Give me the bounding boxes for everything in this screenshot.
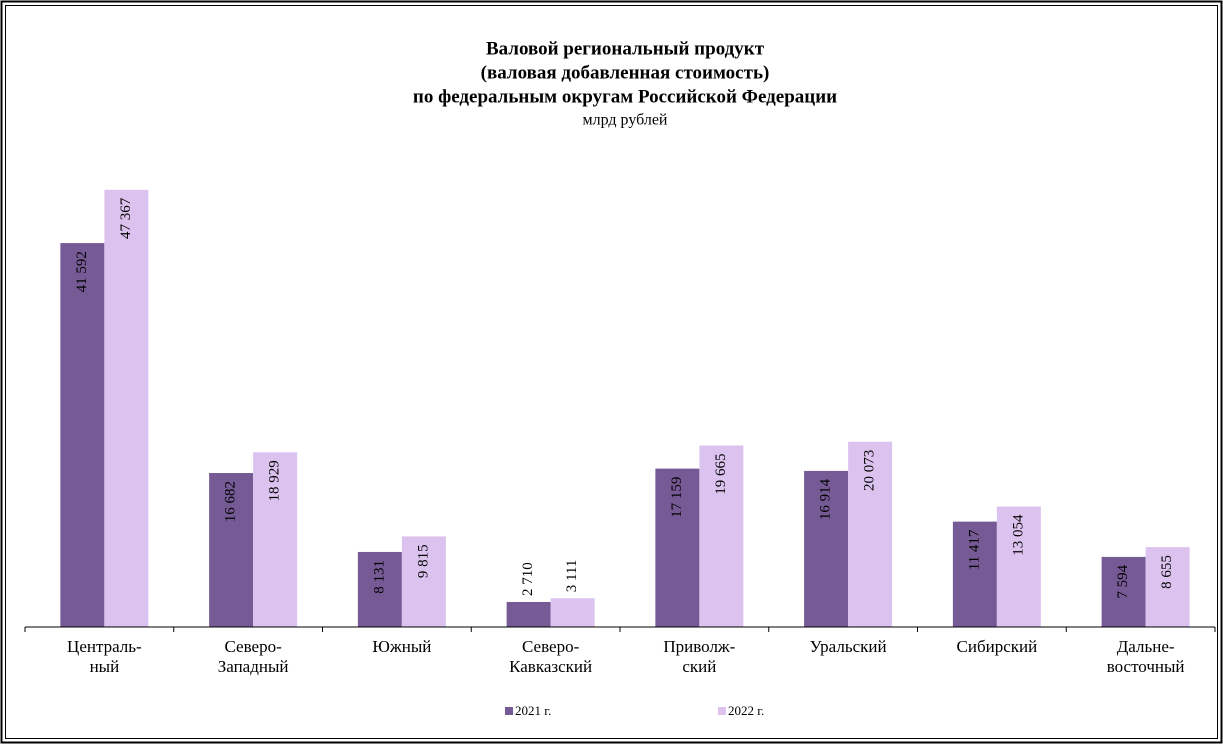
legend-label: 2021 г. — [515, 703, 551, 718]
x-tick-label: Уральский — [810, 637, 887, 656]
legend-swatch — [505, 707, 513, 715]
x-tick-label: Северо-Западный — [218, 637, 289, 676]
data-label: 3 111 — [564, 560, 580, 593]
data-label: 8 131 — [371, 560, 387, 594]
data-label: 16 914 — [818, 478, 834, 520]
data-label: 20 073 — [862, 450, 878, 491]
bar — [996, 506, 1041, 627]
bar — [804, 470, 849, 627]
x-tick-label: Сибирский — [957, 637, 1038, 656]
data-label: 17 159 — [669, 477, 685, 518]
data-label: 8 655 — [1159, 555, 1175, 589]
x-tick-label: Приволж-ский — [663, 637, 735, 676]
bar — [401, 536, 446, 627]
bar — [655, 468, 700, 627]
data-label: 47 367 — [118, 197, 134, 239]
bar — [848, 441, 893, 627]
bar — [506, 601, 551, 627]
data-label: 13 054 — [1010, 514, 1026, 556]
bar — [60, 243, 105, 627]
chart-title: (валовая добавленная стоимость) — [481, 62, 770, 83]
bar — [253, 452, 298, 627]
data-label: 16 682 — [223, 481, 239, 522]
x-tick-label: Северо-Кавказский — [509, 637, 592, 676]
bar — [357, 551, 402, 627]
data-label: 9 815 — [415, 544, 431, 578]
bar — [1101, 556, 1146, 627]
bar — [1145, 547, 1190, 627]
chart-title: Валовой региональный продукт — [486, 38, 765, 59]
frame-inner — [5, 5, 1218, 739]
legend-label: 2022 г. — [728, 703, 764, 718]
bar — [209, 473, 254, 627]
data-label: 7 594 — [1115, 564, 1131, 598]
x-tick-label: Дальне-восточный — [1107, 637, 1185, 676]
bar — [952, 521, 997, 627]
data-label: 19 665 — [713, 453, 729, 494]
x-tick-label: Централь-ный — [67, 637, 142, 676]
x-tick-label: Южный — [372, 637, 431, 656]
bar — [550, 598, 595, 627]
data-label: 18 929 — [267, 460, 283, 501]
chart-subtitle: млрд рублей — [582, 112, 667, 129]
data-label: 2 710 — [520, 562, 536, 596]
bar — [104, 189, 149, 627]
chart-title: по федеральным округам Российской Федера… — [413, 86, 837, 107]
bar — [699, 445, 744, 627]
legend-swatch — [718, 707, 726, 715]
data-label: 11 417 — [966, 529, 982, 570]
data-label: 41 592 — [74, 251, 90, 292]
